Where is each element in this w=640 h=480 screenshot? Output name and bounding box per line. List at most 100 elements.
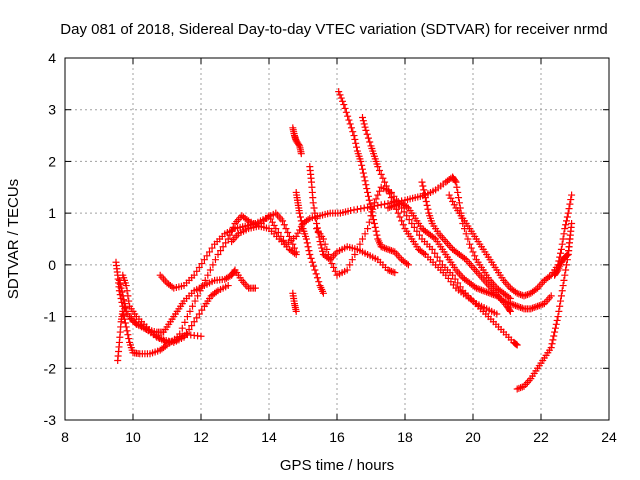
data-point	[386, 203, 394, 211]
data-point	[336, 91, 344, 99]
data-point	[122, 282, 130, 290]
data-point	[365, 218, 373, 226]
data-point	[386, 190, 394, 198]
y-tick-label: 0	[48, 257, 56, 273]
data-point	[117, 284, 125, 292]
data-point	[515, 290, 523, 298]
data-point	[307, 254, 315, 262]
data-point	[203, 252, 211, 260]
data-point	[193, 267, 201, 275]
data-point	[361, 230, 369, 238]
x-tick-label: 8	[61, 429, 69, 445]
data-point	[561, 271, 569, 279]
x-tick-label: 20	[465, 429, 481, 445]
x-tick-label: 18	[397, 429, 413, 445]
series-arc-10	[306, 163, 399, 277]
data-point	[315, 278, 323, 286]
data-point	[304, 216, 312, 224]
data-point	[422, 198, 430, 206]
data-point	[449, 271, 457, 279]
data-point	[317, 241, 325, 249]
data-point	[308, 258, 316, 266]
data-point	[319, 247, 327, 255]
data-point	[348, 256, 356, 264]
data-point	[515, 303, 523, 311]
data-point	[362, 126, 370, 134]
data-point	[469, 248, 477, 256]
data-point	[173, 336, 181, 344]
data-point	[357, 157, 365, 165]
data-point	[345, 116, 353, 124]
data-point	[265, 212, 273, 220]
data-point	[344, 112, 352, 120]
data-point	[557, 297, 565, 305]
data-point	[342, 108, 350, 116]
data-point	[472, 284, 480, 292]
data-point	[563, 252, 570, 260]
data-point	[456, 283, 464, 291]
data-point	[370, 219, 378, 227]
data-point	[364, 134, 372, 142]
data-point	[454, 188, 462, 196]
data-point	[214, 251, 222, 259]
series-arc-4	[119, 212, 300, 346]
data-point	[358, 161, 366, 169]
series-arc-16	[445, 191, 576, 300]
data-point	[357, 205, 365, 213]
y-tick-label: 3	[48, 102, 56, 118]
data-point	[190, 318, 198, 326]
data-point	[517, 384, 525, 392]
data-point	[296, 226, 304, 234]
data-point	[554, 313, 562, 321]
data-point	[280, 221, 288, 229]
data-point	[517, 304, 525, 312]
data-point	[303, 239, 311, 247]
data-point	[294, 229, 302, 237]
data-point	[195, 263, 203, 271]
data-point	[386, 267, 394, 275]
data-point	[387, 267, 395, 275]
data-point	[364, 225, 372, 233]
data-point	[467, 244, 475, 252]
data-point	[377, 201, 385, 209]
data-point	[474, 285, 482, 293]
y-axis-title: SDTVAR / TECUs	[5, 179, 22, 299]
data-point	[121, 300, 128, 308]
series-arc-7	[289, 124, 305, 158]
data-point	[403, 260, 411, 268]
data-point	[430, 234, 438, 242]
data-point	[447, 194, 455, 202]
data-point	[563, 217, 570, 225]
data-point	[377, 170, 385, 178]
data-point	[331, 267, 339, 275]
x-tick-label: 10	[125, 429, 141, 445]
data-point	[309, 199, 317, 207]
data-point	[547, 292, 555, 300]
data-point	[530, 304, 538, 312]
data-point	[352, 139, 360, 147]
data-point	[363, 185, 371, 193]
data-point	[274, 229, 282, 237]
data-point	[362, 181, 370, 189]
data-point	[346, 120, 354, 128]
data-point	[379, 174, 387, 182]
data-point	[219, 243, 227, 251]
data-point	[325, 251, 332, 259]
data-point	[398, 217, 406, 225]
data-point	[337, 94, 345, 102]
x-tick-label: 22	[533, 429, 549, 445]
data-point	[124, 331, 132, 339]
data-point	[183, 313, 191, 321]
data-point	[563, 213, 571, 221]
data-point	[396, 199, 404, 207]
data-point	[198, 306, 206, 314]
data-point	[313, 224, 321, 232]
data-point	[176, 330, 184, 338]
data-point	[296, 209, 304, 217]
data-point	[209, 261, 217, 269]
data-point	[361, 177, 369, 185]
data-point	[506, 306, 514, 314]
data-point	[454, 279, 462, 287]
data-point	[298, 221, 306, 229]
data-point	[282, 225, 290, 233]
